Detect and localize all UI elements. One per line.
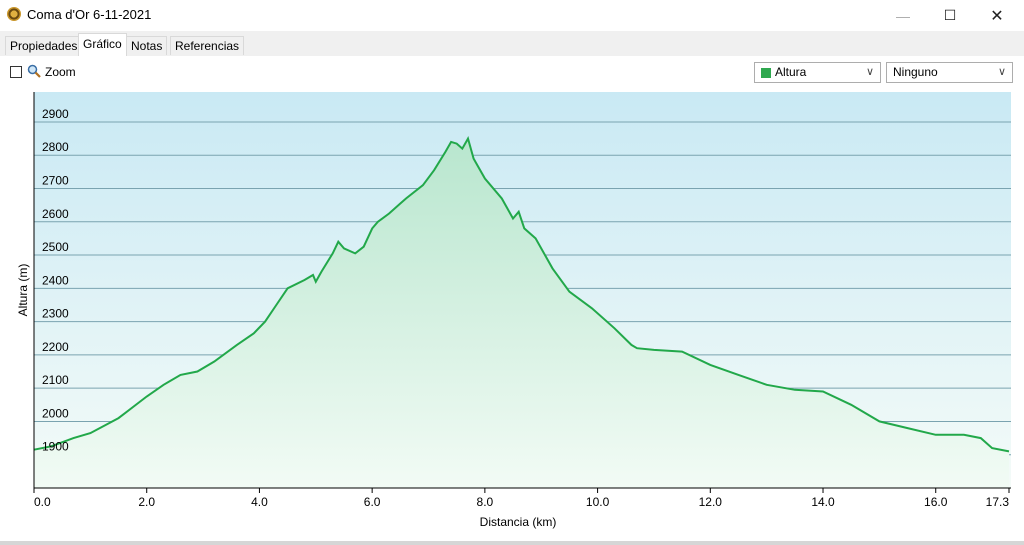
series-select[interactable]: Altura ∨ xyxy=(754,62,881,83)
secondary-select-value: Ninguno xyxy=(893,65,938,79)
elevation-area xyxy=(34,138,1009,488)
y-tick-label: 2600 xyxy=(42,207,69,221)
y-tick-label: 2000 xyxy=(42,406,69,420)
title-bar: Coma d'Or 6-11-2021 — ☐ ✕ xyxy=(0,0,1024,31)
magnifier-icon xyxy=(27,64,41,78)
y-tick-label: 2700 xyxy=(42,174,69,188)
series-color-swatch xyxy=(761,68,771,78)
x-tick-label: 4.0 xyxy=(251,495,268,509)
y-tick-label: 1900 xyxy=(42,440,69,454)
chart-panel: Zoom Altura ∨ Ninguno ∨ 0.0 2.0 4.0 6.0 8.0 1… xyxy=(0,56,1024,542)
minimize-button[interactable]: — xyxy=(896,7,910,24)
tab-bar: Propiedades Gráfico Notas Referencias xyxy=(0,31,1024,57)
tab-referencias[interactable]: Referencias xyxy=(170,36,245,55)
tab-notas[interactable]: Notas xyxy=(126,36,168,55)
x-tick-label: 6.0 xyxy=(364,495,381,509)
x-tick-label: 14.0 xyxy=(811,495,835,509)
zoom-checkbox[interactable] xyxy=(10,66,22,78)
x-tick-label: 17.3 xyxy=(986,495,1010,509)
y-tick-label: 2200 xyxy=(42,340,69,354)
y-axis-ticks: 1900 2000 2100 2200 2300 2400 2500 2600 2700 2800… xyxy=(42,107,69,454)
y-tick-label: 2900 xyxy=(42,107,69,121)
tab-grafico[interactable]: Gráfico xyxy=(78,33,127,56)
y-tick-label: 2800 xyxy=(42,140,69,154)
y-tick-label: 2500 xyxy=(42,240,69,254)
series-select-value: Altura xyxy=(775,65,807,79)
chevron-down-icon: ∨ xyxy=(865,66,874,78)
x-tick-label: 10.0 xyxy=(586,495,610,509)
secondary-select[interactable]: Ninguno ∨ xyxy=(886,62,1013,83)
y-tick-label: 2100 xyxy=(42,373,69,387)
x-tick-label: 8.0 xyxy=(477,495,494,509)
elevation-line xyxy=(33,136,1010,453)
x-tick-label: 12.0 xyxy=(699,495,723,509)
x-tick-label: 0.0 xyxy=(34,495,51,509)
x-tick-label: 2.0 xyxy=(138,495,155,509)
close-button[interactable]: ✕ xyxy=(990,7,1004,25)
zoom-label: Zoom xyxy=(45,65,76,79)
y-axis-label: Altura (m) xyxy=(16,264,30,317)
x-axis-label: Distancia (km) xyxy=(480,515,557,529)
x-tick-label: 16.0 xyxy=(924,495,948,509)
maximize-button[interactable]: ☐ xyxy=(943,7,957,23)
bottom-border xyxy=(0,541,1024,545)
window-title: Coma d'Or 6-11-2021 xyxy=(27,7,152,22)
tab-propiedades[interactable]: Propiedades xyxy=(5,36,83,55)
y-tick-label: 2300 xyxy=(42,307,69,321)
chevron-down-icon: ∨ xyxy=(997,66,1006,78)
elevation-chart: 0.0 2.0 4.0 6.0 8.0 10.0 12.0 14.0 16.0 17.3 1900… xyxy=(16,92,1011,529)
x-axis-ticks: 0.0 2.0 4.0 6.0 8.0 10.0 12.0 14.0 16.0 17.3 xyxy=(33,488,1010,509)
app-icon xyxy=(7,7,21,21)
y-tick-label: 2400 xyxy=(42,273,69,287)
